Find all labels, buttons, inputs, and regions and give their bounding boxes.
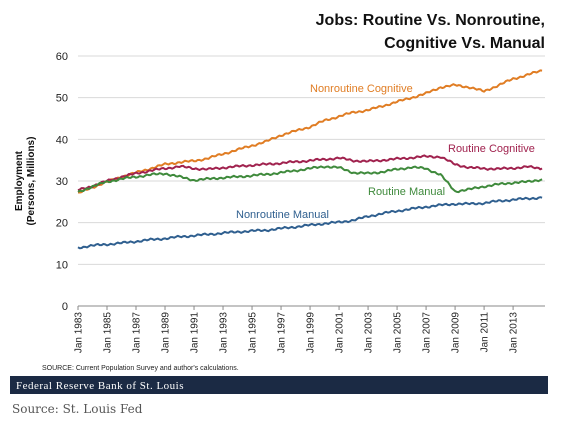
series-label-routine-cognitive: Routine Cognitive [448,143,535,155]
y-tick-label: 50 [56,93,68,105]
x-tick-label: Jan 2007 [422,312,433,354]
series-line-routine-cognitive [77,154,543,192]
y-axis-label-line-2: (Persons, Millions) [26,137,37,226]
fed-banner: Federal Reserve Bank of St. Louis [10,376,548,394]
y-tick-label: 20 [56,218,68,230]
y-tick-label: 60 [56,51,68,63]
x-tick-label: Jan 2013 [509,312,520,354]
series-label-nonroutine-manual: Nonroutine Manual [236,209,329,221]
y-tick-label: 30 [56,176,68,188]
x-tick-label: Jan 1983 [74,312,85,354]
x-tick-label: Jan 1985 [103,312,114,354]
x-tick-label: Jan 2009 [451,312,462,354]
x-tick-label: Jan 1999 [306,312,317,354]
chart-title: Jobs: Routine Vs. Nonroutine, Cognitive … [316,12,545,52]
x-tick-label: Jan 1989 [161,312,172,354]
x-axis-ticks: Jan 1983 Jan 1985 Jan 1987 Jan 1989 Jan 1991… [74,306,520,353]
fed-banner-text: Federal Reserve Bank of St. Louis [16,380,184,392]
source-note: SOURCE: Current Population Survey and au… [42,365,239,372]
x-tick-label: Jan 1987 [132,312,143,354]
y-tick-label: 10 [56,259,68,271]
chart-title-line-2: Cognitive Vs. Manual [384,35,545,52]
x-tick-label: Jan 1997 [277,312,288,354]
series-line-routine-manual [77,165,543,194]
y-tick-label: 0 [62,301,68,313]
x-tick-label: Jan 2001 [335,312,346,354]
chart-title-line-1: Jobs: Routine Vs. Nonroutine, [316,12,545,29]
series-label-routine-manual: Routine Manual [368,186,445,198]
x-tick-label: Jan 1993 [219,312,230,354]
source-caption: Source: St. Louis Fed [12,402,143,416]
x-tick-label: Jan 2011 [480,312,491,353]
y-axis-label-line-1: Employment [14,150,25,211]
y-tick-label: 40 [56,134,68,146]
gridlines [78,55,545,265]
series-line-nonroutine-cognitive [77,69,543,194]
x-tick-label: Jan 1995 [248,312,259,354]
x-tick-label: Jan 1991 [190,312,201,354]
series-lines [77,69,543,250]
series-line-nonroutine-manual [77,196,543,250]
x-tick-label: Jan 2005 [393,312,404,354]
series-label-nonroutine-cognitive: Nonroutine Cognitive [310,83,413,95]
series-labels: Nonroutine Cognitive Routine Cognitive R… [236,83,535,221]
fed-banner-background [10,376,548,394]
y-axis-label: Employment (Persons, Millions) [14,137,37,226]
x-tick-label: Jan 2003 [364,312,375,354]
y-axis-ticks: 0 10 20 30 40 50 60 [56,51,68,313]
